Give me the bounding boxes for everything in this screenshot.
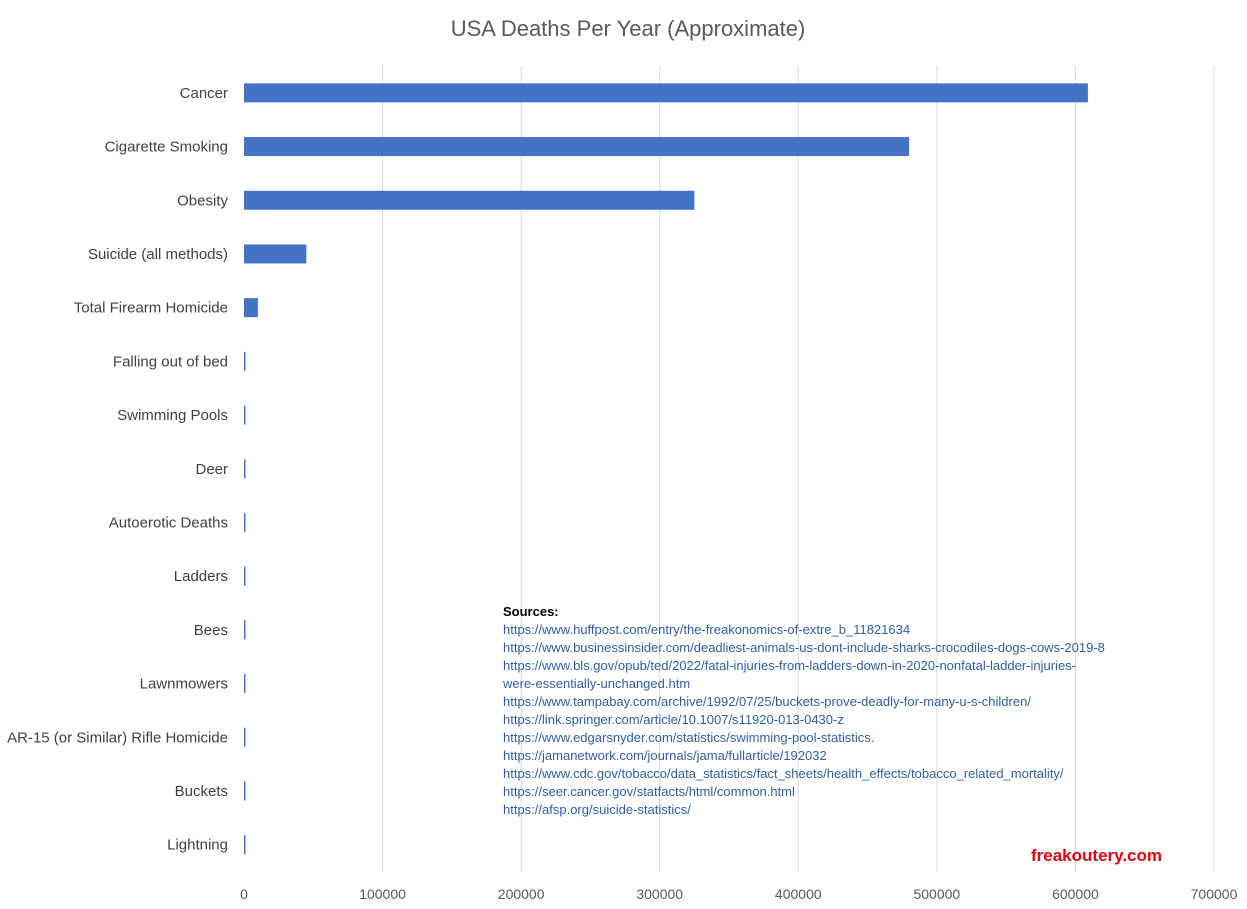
source-link[interactable]: https://www.bls.gov/opub/ted/2022/fatal-… [503, 658, 1077, 673]
category-label: Ladders [174, 568, 228, 585]
category-label: Swimming Pools [117, 407, 228, 424]
bar [244, 459, 246, 479]
brand-watermark: freakoutery.com [1031, 846, 1163, 865]
x-tick-label: 700000 [1191, 886, 1238, 902]
bar [244, 620, 246, 640]
x-axis-tick-labels: 0 100000 200000 300000 400000 500000 600000 700… [240, 886, 1237, 902]
bar [244, 566, 246, 586]
source-link[interactable]: https://jamanetwork.com/journals/jama/fu… [503, 748, 827, 763]
bar [244, 298, 258, 318]
x-tick-label: 300000 [636, 886, 683, 902]
category-label: Buckets [175, 783, 228, 800]
category-labels: Cancer Cigarette Smoking Obesity Suicide (a… [7, 85, 228, 854]
bar [244, 244, 307, 264]
bar [244, 674, 246, 694]
sources-block: Sources: https://www.huffpost.com/entry/… [503, 603, 1203, 819]
bar [244, 83, 1088, 103]
x-tick-label: 400000 [775, 886, 822, 902]
category-label: Lightning [167, 837, 228, 854]
category-label: Falling out of bed [113, 353, 228, 370]
x-tick-label: 500000 [913, 886, 960, 902]
category-label: Deer [195, 461, 228, 478]
bar [244, 190, 695, 210]
bar [244, 835, 246, 855]
category-label: Cigarette Smoking [105, 139, 228, 156]
bar [244, 512, 246, 532]
source-link[interactable]: https://www.businessinsider.com/deadlies… [503, 640, 1105, 655]
x-tick-label: 200000 [498, 886, 545, 902]
category-label: AR-15 (or Similar) Rifle Homicide [7, 729, 228, 746]
source-link[interactable]: https://seer.cancer.gov/statfacts/html/c… [503, 784, 795, 799]
category-label: Lawnmowers [140, 676, 228, 693]
source-link[interactable]: https://link.springer.com/article/10.100… [503, 712, 844, 727]
source-link[interactable]: https://www.huffpost.com/entry/the-freak… [503, 622, 911, 637]
category-label: Bees [194, 622, 228, 639]
source-link[interactable]: https://www.cdc.gov/tobacco/data_statist… [503, 766, 1064, 781]
category-label: Autoerotic Deaths [109, 514, 228, 531]
bar [244, 405, 246, 425]
x-tick-label: 0 [240, 886, 248, 902]
category-label: Obesity [177, 192, 228, 209]
source-link[interactable]: https://www.edgarsnyder.com/statistics/s… [503, 730, 875, 745]
bar [244, 727, 246, 747]
category-label: Total Firearm Homicide [74, 300, 228, 317]
sources-heading: Sources: [503, 604, 559, 619]
category-label: Cancer [180, 85, 228, 102]
source-link[interactable]: https://www.tampabay.com/archive/1992/07… [503, 694, 1031, 709]
source-link[interactable]: were-essentially-unchanged.htm [503, 676, 691, 691]
sources-list: https://www.huffpost.com/entry/the-freak… [503, 621, 1203, 819]
bars [244, 83, 1088, 855]
bar [244, 351, 246, 371]
x-tick-label: 100000 [359, 886, 406, 902]
x-tick-label: 600000 [1052, 886, 1099, 902]
chart-title: USA Deaths Per Year (Approximate) [451, 16, 806, 41]
bar [244, 137, 910, 157]
source-link[interactable]: https://afsp.org/suicide-statistics/ [503, 802, 691, 817]
category-label: Suicide (all methods) [88, 246, 228, 263]
bar [244, 781, 246, 801]
